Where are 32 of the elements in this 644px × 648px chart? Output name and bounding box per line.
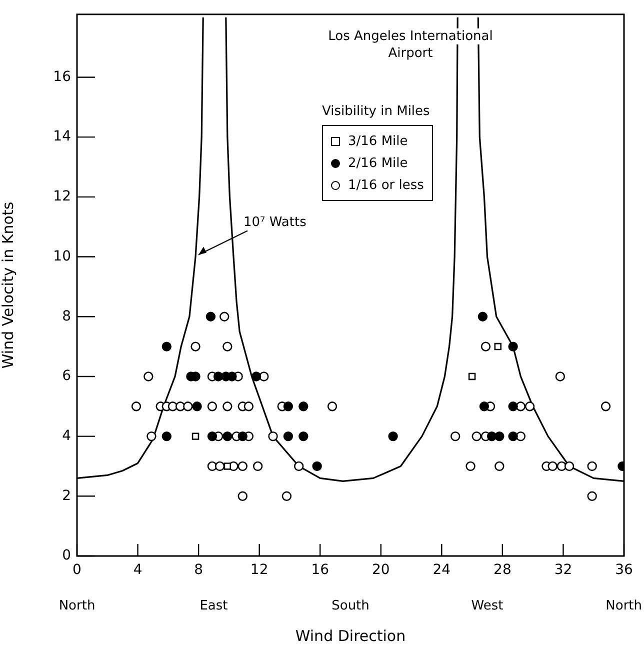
legend-label: 3/16 Mile bbox=[348, 134, 408, 148]
y-tick-label: 14 bbox=[53, 128, 72, 145]
y-tick-label: 4 bbox=[62, 428, 72, 444]
y-tick-label: 0 bbox=[62, 548, 71, 564]
text: South bbox=[332, 598, 370, 614]
x-tick-label: 16 bbox=[311, 562, 330, 578]
x-tick-label: 8 bbox=[194, 562, 204, 578]
y-tick-label: 16 bbox=[53, 68, 72, 85]
text: West bbox=[471, 598, 504, 614]
legend-title: Visibility in Miles bbox=[322, 104, 431, 119]
text: North bbox=[606, 598, 642, 614]
y-axis-title: Wind Velocity in Knots bbox=[0, 202, 17, 369]
y-tick-label: 6 bbox=[62, 368, 72, 384]
text: East bbox=[200, 598, 228, 614]
legend-label: 1/16 or less bbox=[348, 178, 424, 192]
y-tick-label: 10 bbox=[53, 248, 71, 264]
y-tick-label: 2 bbox=[62, 488, 71, 504]
x-tick-label: 4 bbox=[133, 562, 142, 578]
x-tick-label: 12 bbox=[250, 562, 268, 578]
annotation: 10⁷ Watts bbox=[244, 215, 307, 230]
x-tick-label: 24 bbox=[432, 562, 451, 578]
x-tick-label: 0 bbox=[72, 562, 82, 578]
text: North bbox=[58, 598, 96, 614]
x-tick-label: 20 bbox=[372, 562, 390, 578]
x-tick-label: 28 bbox=[494, 562, 512, 578]
x-axis-title: Wind Direction bbox=[295, 626, 406, 645]
legend-label: 2/16 Mile bbox=[348, 156, 408, 170]
x-tick-label: 32 bbox=[554, 562, 572, 578]
y-tick-label: 8 bbox=[62, 308, 71, 324]
y-tick-label: 12 bbox=[53, 188, 71, 205]
x-tick-label: 36 bbox=[615, 562, 633, 578]
text: Los Angeles International Airport bbox=[328, 28, 493, 61]
